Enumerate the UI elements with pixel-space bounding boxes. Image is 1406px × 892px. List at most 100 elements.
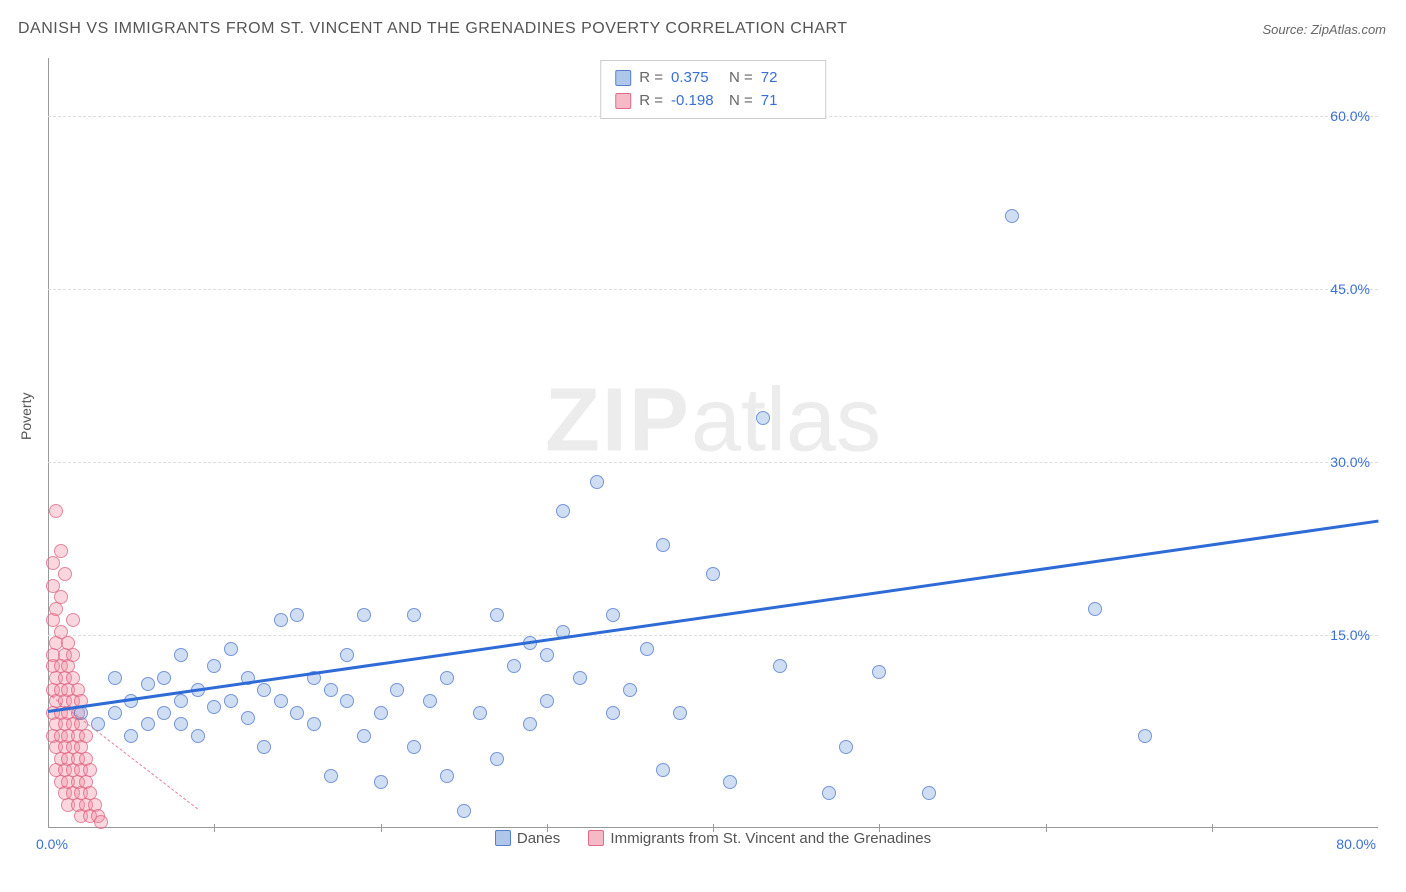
watermark: ZIPatlas	[545, 370, 881, 473]
data-point	[1005, 209, 1019, 223]
stat-n-label: N =	[729, 90, 753, 113]
data-point	[556, 504, 570, 518]
data-point	[290, 706, 304, 720]
legend-label-pink: Immigrants from St. Vincent and the Gren…	[610, 830, 931, 847]
data-point	[656, 538, 670, 552]
data-point	[49, 504, 63, 518]
data-point	[54, 544, 68, 558]
data-point	[241, 711, 255, 725]
data-point	[473, 706, 487, 720]
data-point	[407, 740, 421, 754]
grid-line	[48, 635, 1378, 636]
stat-n-label: N =	[729, 67, 753, 90]
data-point	[54, 590, 68, 604]
data-point	[457, 804, 471, 818]
data-point	[108, 706, 122, 720]
data-point	[756, 411, 770, 425]
stat-r-label: R =	[639, 67, 663, 90]
data-point	[174, 648, 188, 662]
data-point	[257, 683, 271, 697]
data-point	[207, 659, 221, 673]
data-point	[656, 763, 670, 777]
data-point	[523, 717, 537, 731]
y-tick-label: 15.0%	[1330, 627, 1370, 643]
data-point	[440, 769, 454, 783]
data-point	[66, 648, 80, 662]
watermark-light: atlas	[691, 371, 881, 471]
data-point	[540, 648, 554, 662]
data-point	[839, 740, 853, 754]
data-point	[174, 717, 188, 731]
data-point	[374, 706, 388, 720]
swatch-blue-icon	[615, 70, 631, 86]
data-point	[124, 729, 138, 743]
data-point	[191, 729, 205, 743]
data-point	[340, 648, 354, 662]
legend-item-pink: Immigrants from St. Vincent and the Gren…	[588, 830, 931, 847]
data-point	[872, 665, 886, 679]
data-point	[108, 671, 122, 685]
data-point	[640, 642, 654, 656]
data-point	[274, 613, 288, 627]
data-point	[673, 706, 687, 720]
legend-item-blue: Danes	[495, 830, 560, 847]
data-point	[822, 786, 836, 800]
stat-n-value-pink: 71	[761, 90, 811, 113]
stats-row-blue: R = 0.375 N = 72	[615, 67, 811, 90]
data-point	[157, 706, 171, 720]
chart-title: DANISH VS IMMIGRANTS FROM ST. VINCENT AN…	[18, 20, 848, 38]
data-point	[773, 659, 787, 673]
correlation-stats-box: R = 0.375 N = 72 R = -0.198 N = 71	[600, 60, 826, 119]
data-point	[507, 659, 521, 673]
data-point	[606, 706, 620, 720]
watermark-bold: ZIP	[545, 371, 691, 471]
data-point	[623, 683, 637, 697]
data-point	[390, 683, 404, 697]
y-tick-label: 60.0%	[1330, 108, 1370, 124]
data-point	[224, 694, 238, 708]
data-point	[706, 567, 720, 581]
series-legend: Danes Immigrants from St. Vincent and th…	[48, 830, 1378, 851]
data-point	[324, 683, 338, 697]
data-point	[83, 763, 97, 777]
chart-plot-area: ZIPatlas 15.0%30.0%45.0%60.0% 0.0% 80.0%…	[48, 58, 1378, 848]
data-point	[207, 700, 221, 714]
data-point	[922, 786, 936, 800]
data-point	[224, 642, 238, 656]
data-point	[324, 769, 338, 783]
grid-line	[48, 462, 1378, 463]
data-point	[540, 694, 554, 708]
data-point	[66, 613, 80, 627]
data-point	[374, 775, 388, 789]
data-point	[723, 775, 737, 789]
y-tick-label: 45.0%	[1330, 281, 1370, 297]
data-point	[423, 694, 437, 708]
stat-r-value-pink: -0.198	[671, 90, 721, 113]
stat-r-value-blue: 0.375	[671, 67, 721, 90]
swatch-pink-icon	[588, 830, 604, 846]
data-point	[58, 567, 72, 581]
data-point	[1088, 602, 1102, 616]
data-point	[407, 608, 421, 622]
data-point	[290, 608, 304, 622]
stats-row-pink: R = -0.198 N = 71	[615, 90, 811, 113]
data-point	[94, 815, 108, 829]
data-point	[157, 671, 171, 685]
source-attribution: Source: ZipAtlas.com	[1262, 22, 1386, 37]
data-point	[307, 717, 321, 731]
swatch-blue-icon	[495, 830, 511, 846]
y-axis-label: Poverty	[18, 393, 34, 440]
data-point	[340, 694, 354, 708]
grid-line	[48, 289, 1378, 290]
data-point	[274, 694, 288, 708]
data-point	[141, 677, 155, 691]
stat-n-value-blue: 72	[761, 67, 811, 90]
y-tick-label: 30.0%	[1330, 454, 1370, 470]
legend-label-blue: Danes	[517, 830, 560, 847]
data-point	[440, 671, 454, 685]
data-point	[1138, 729, 1152, 743]
swatch-pink-icon	[615, 93, 631, 109]
data-point	[357, 608, 371, 622]
data-point	[357, 729, 371, 743]
data-point	[46, 556, 60, 570]
